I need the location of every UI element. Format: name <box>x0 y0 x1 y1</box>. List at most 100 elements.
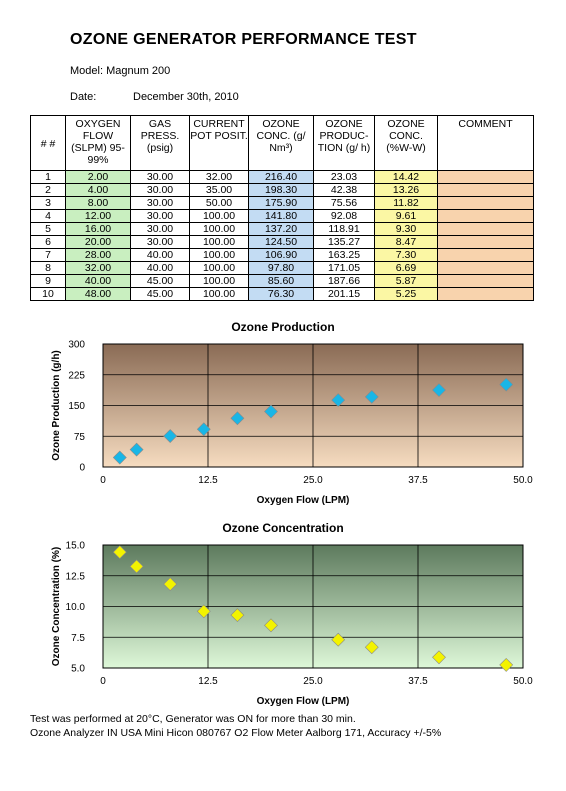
cell-ozone-conc-pct: 11.82 <box>374 196 438 210</box>
y-tick-label: 10.0 <box>66 602 86 613</box>
cell-current-pot: 35.00 <box>189 183 249 197</box>
cell-comment <box>437 222 534 236</box>
table-row: 9 40.00 45.00 100.00 85.60 187.66 5.87 <box>30 274 534 288</box>
table-row: 1 2.00 30.00 32.00 216.40 23.03 14.42 <box>30 170 534 184</box>
y-axis-label: Ozone Concentration (%) <box>51 547 62 666</box>
data-point <box>364 389 379 404</box>
results-table: # # OXYGEN FLOW (SLPM) 95-99% GAS PRESS.… <box>30 115 534 301</box>
cell-ozone-production: 92.08 <box>313 209 375 223</box>
cell-ozone-conc-gnm3: 97.80 <box>248 261 314 275</box>
cell-oxygen-flow: 12.00 <box>65 209 131 223</box>
cell-ozone-production: 42.38 <box>313 183 375 197</box>
cell-current-pot: 100.00 <box>189 248 249 262</box>
cell-ozone-conc-gnm3: 175.90 <box>248 196 314 210</box>
data-point <box>112 450 127 465</box>
cell-oxygen-flow: 32.00 <box>65 261 131 275</box>
table-row: 5 16.00 30.00 100.00 137.20 118.91 9.30 <box>30 222 534 236</box>
table-row: 2 4.00 30.00 35.00 198.30 42.38 13.26 <box>30 183 534 197</box>
cell-gas-press: 45.00 <box>130 274 190 288</box>
production-chart-title: Ozone Production <box>231 320 335 334</box>
cell-comment <box>437 274 534 288</box>
x-tick-label: 12.5 <box>198 676 218 687</box>
col-header-ozone-production: OZONE PRODUC- TION (g/ h) <box>313 115 375 171</box>
table-header-row: # # OXYGEN FLOW (SLPM) 95-99% GAS PRESS.… <box>30 115 534 171</box>
y-tick-label: 0 <box>79 463 85 474</box>
page-title: OZONE GENERATOR PERFORMANCE TEST <box>70 31 417 48</box>
cell-index: 10 <box>30 287 66 301</box>
cell-index: 5 <box>30 222 66 236</box>
cell-gas-press: 30.00 <box>130 222 190 236</box>
cell-comment <box>437 287 534 301</box>
cell-ozone-production: 118.91 <box>313 222 375 236</box>
date-label: Date: <box>70 91 97 103</box>
cell-oxygen-flow: 4.00 <box>65 183 131 197</box>
cell-oxygen-flow: 2.00 <box>65 170 131 184</box>
col-header-current-pot: CURRENT POT POSIT. <box>189 115 249 171</box>
cell-index: 2 <box>30 183 66 197</box>
cell-ozone-production: 201.15 <box>313 287 375 301</box>
table-row: 3 8.00 30.00 50.00 175.90 75.56 11.82 <box>30 196 534 210</box>
data-point <box>163 429 178 443</box>
x-tick-label: 50.0 <box>513 676 533 687</box>
data-point <box>230 608 245 623</box>
cell-comment <box>437 235 534 249</box>
y-tick-label: 300 <box>68 340 85 351</box>
cell-gas-press: 30.00 <box>130 235 190 249</box>
cell-index: 4 <box>30 209 66 223</box>
cell-current-pot: 100.00 <box>189 274 249 288</box>
data-point <box>499 658 514 672</box>
y-tick-label: 7.5 <box>71 633 85 644</box>
model-label: Model: Magnum 200 <box>70 65 171 77</box>
cell-ozone-production: 75.56 <box>313 196 375 210</box>
y-tick-label: 12.5 <box>66 571 86 582</box>
y-tick-label: 15.0 <box>66 541 86 552</box>
cell-current-pot: 50.00 <box>189 196 249 210</box>
cell-ozone-production: 163.25 <box>313 248 375 262</box>
cell-gas-press: 30.00 <box>130 209 190 223</box>
y-tick-label: 75 <box>74 432 86 443</box>
cell-ozone-conc-gnm3: 198.30 <box>248 183 314 197</box>
data-point <box>331 393 346 407</box>
cell-gas-press: 30.00 <box>130 196 190 210</box>
cell-ozone-conc-gnm3: 216.40 <box>248 170 314 184</box>
cell-ozone-conc-gnm3: 137.20 <box>248 222 314 236</box>
cell-ozone-conc-gnm3: 124.50 <box>248 235 314 249</box>
data-point <box>112 545 127 560</box>
data-point <box>196 604 211 619</box>
cell-index: 8 <box>30 261 66 275</box>
data-point <box>264 404 278 419</box>
col-header-ozone-conc-gnm3: OZONE CONC. (g/ Nm³) <box>248 115 314 171</box>
y-tick-label: 5.0 <box>71 664 85 675</box>
cell-ozone-conc-gnm3: 141.80 <box>248 209 314 223</box>
ozone-concentration-chart: 0 12.5 25.0 37.5 50.0 5.0 7.5 10.0 12.5 15.0 Oxyge… <box>51 541 533 708</box>
x-tick-label: 50.0 <box>513 475 533 486</box>
col-header-comment: COMMENT <box>437 115 534 171</box>
cell-current-pot: 100.00 <box>189 261 249 275</box>
data-point <box>499 377 514 392</box>
data-point <box>129 559 144 574</box>
cell-gas-press: 40.00 <box>130 261 190 275</box>
cell-index: 7 <box>30 248 66 262</box>
cell-ozone-conc-pct: 14.42 <box>374 170 438 184</box>
x-axis-label: Oxygen Flow (LPM) <box>257 696 350 707</box>
y-axis-label: Ozone Production (g/h) <box>51 350 62 461</box>
cell-comment <box>437 248 534 262</box>
data-point <box>264 618 278 633</box>
cell-oxygen-flow: 8.00 <box>65 196 131 210</box>
cell-ozone-production: 135.27 <box>313 235 375 249</box>
cell-oxygen-flow: 16.00 <box>65 222 131 236</box>
data-point <box>230 411 245 426</box>
date-value: December 30th, 2010 <box>133 91 239 103</box>
y-tick-label: 225 <box>68 370 85 381</box>
cell-index: 9 <box>30 274 66 288</box>
cell-ozone-conc-pct: 5.25 <box>374 287 438 301</box>
data-point <box>432 650 446 665</box>
cell-index: 3 <box>30 196 66 210</box>
cell-gas-press: 40.00 <box>130 248 190 262</box>
col-header-ozone-conc-pct: OZONE CONC. (%W-W) <box>374 115 438 171</box>
table-row: 8 32.00 40.00 100.00 97.80 171.05 6.69 <box>30 261 534 275</box>
data-point <box>331 632 346 647</box>
x-tick-label: 25.0 <box>303 676 323 687</box>
cell-gas-press: 30.00 <box>130 170 190 184</box>
cell-oxygen-flow: 48.00 <box>65 287 131 301</box>
